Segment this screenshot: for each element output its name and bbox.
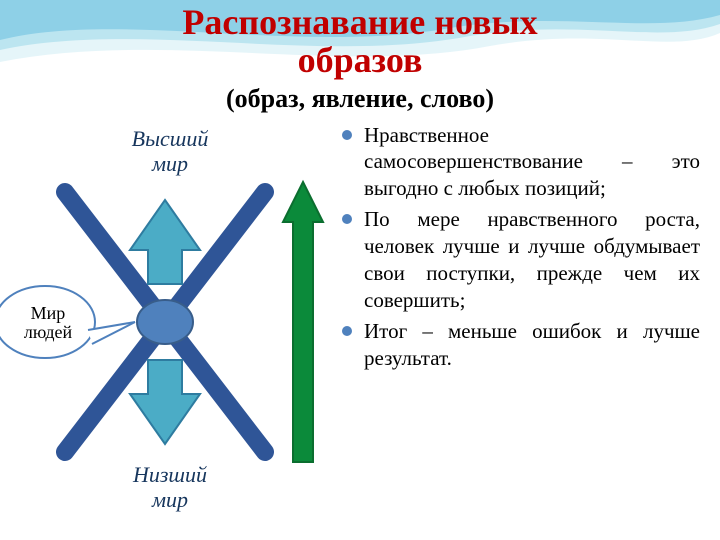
list-item: Итог – меньше ошибок и лучше результат. <box>338 318 700 372</box>
list-item: По мере нравственного роста, человек луч… <box>338 206 700 314</box>
callout-label: Мир людей <box>10 304 86 344</box>
list-item: Нравственное самосовершенствование – это… <box>338 122 700 203</box>
top-world-label: Высший мир <box>110 126 230 177</box>
bullet-panel: Нравственное самосовершенствование – это… <box>330 122 720 517</box>
page-subtitle: (образ, явление, слово) <box>0 84 720 114</box>
page-title: Распознавание новых образов <box>0 4 720 80</box>
diagram-panel: Высший мир Низший мир Мир людей <box>0 122 330 517</box>
bottom-world-label: Низший мир <box>110 462 230 513</box>
